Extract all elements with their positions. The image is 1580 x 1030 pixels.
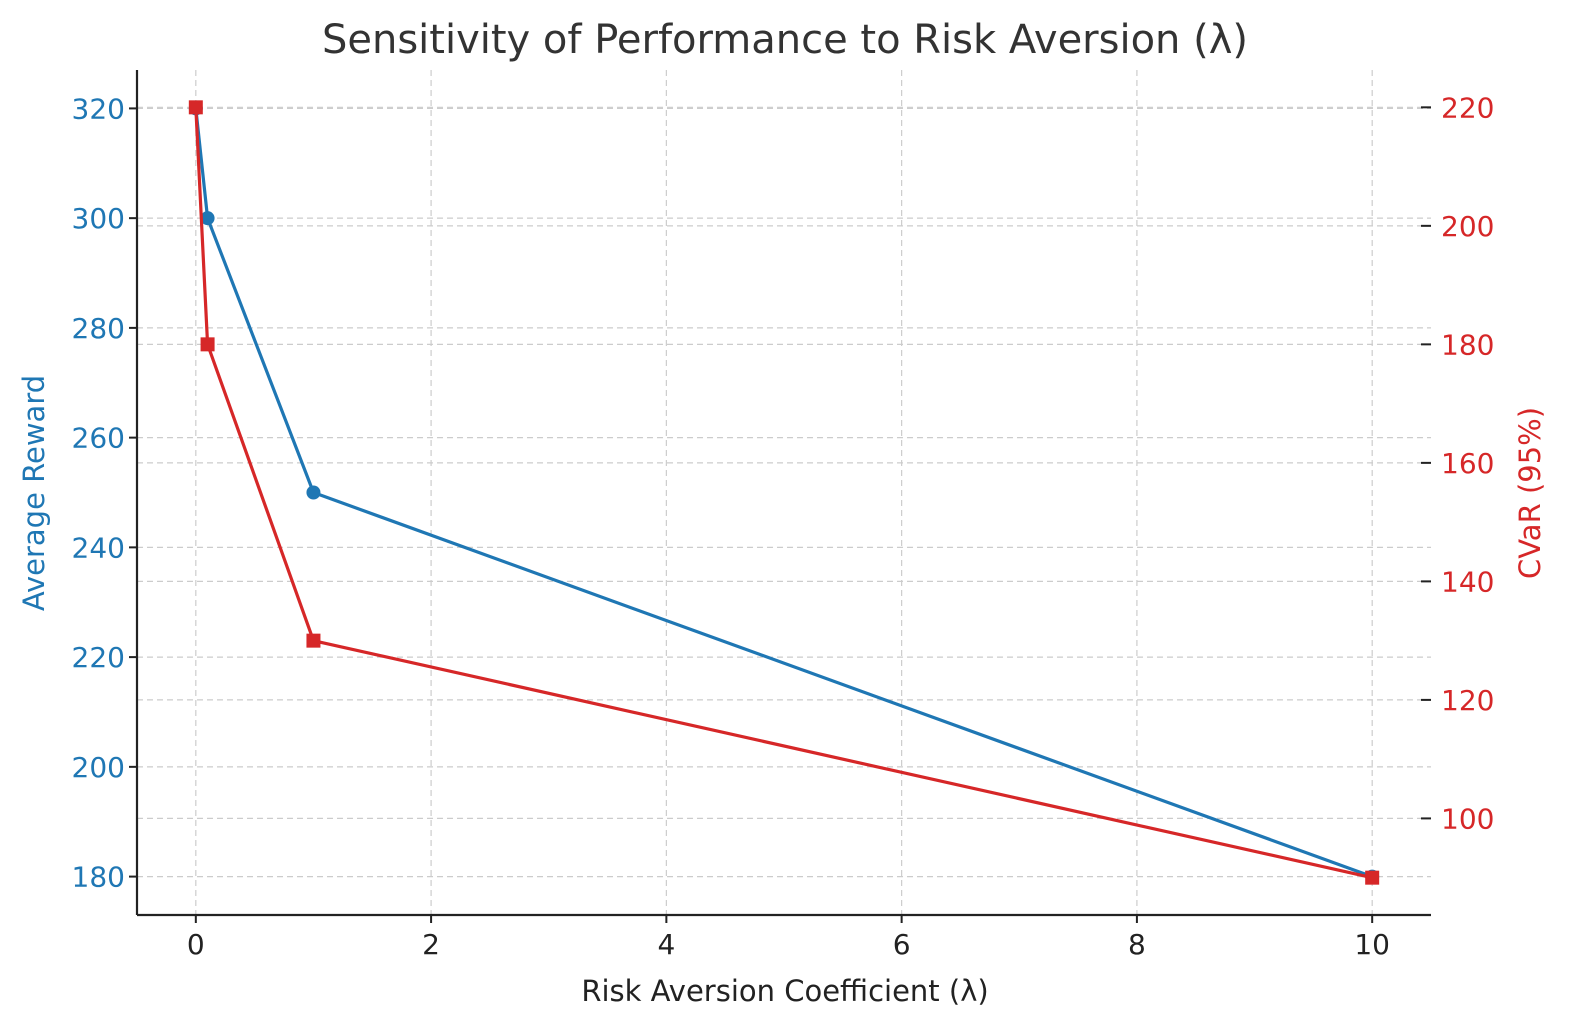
cvar-point (306, 633, 321, 648)
x-tick-label: 8 (1128, 928, 1146, 961)
x-tick-label: 10 (1354, 928, 1390, 961)
y-left-tick-label: 200 (72, 751, 125, 784)
average-reward-line (194, 108, 1373, 879)
y-left-tick-label: 300 (72, 202, 125, 235)
cvar-line (194, 107, 1373, 880)
average-reward-point (306, 485, 321, 500)
cvar-point (200, 337, 215, 352)
x-tick-label: 2 (422, 928, 440, 961)
y-right-axis-label: CVaR (95%) (1513, 407, 1547, 579)
axes: 0 2 4 6 8 10 180 200 220 240 260 280 300 320 100 120 140… (72, 70, 1494, 961)
y-right-tick-label: 100 (1441, 802, 1494, 835)
average-reward-point (200, 211, 215, 226)
y-right-tick-label: 200 (1441, 210, 1494, 243)
y-left-tick-label: 260 (72, 422, 125, 455)
y-right-tick-label: 160 (1441, 447, 1494, 480)
x-tick-label: 6 (893, 928, 911, 961)
x-axis-label: Risk Aversion Coefficient (λ) (581, 974, 988, 1008)
cvar-point (1365, 870, 1380, 885)
y-right-tick-label: 140 (1441, 565, 1494, 598)
y-left-tick-label: 320 (72, 92, 125, 125)
y-right-tick-label: 120 (1441, 684, 1494, 717)
series-layer (188, 100, 1380, 885)
x-tick-label: 4 (657, 928, 675, 961)
chart-title: Sensitivity of Performance to Risk Avers… (322, 17, 1248, 63)
y-left-tick-label: 240 (72, 531, 125, 564)
y-left-tick-label: 180 (72, 861, 125, 894)
y-right-tick-label: 180 (1441, 328, 1494, 361)
cvar-point (188, 100, 203, 115)
y-right-tick-label: 220 (1441, 91, 1494, 124)
y-left-axis-label: Average Reward (17, 375, 51, 611)
y-left-tick-label: 280 (72, 312, 125, 345)
grid (137, 70, 1431, 915)
x-tick-label: 0 (187, 928, 205, 961)
y-left-tick-label: 220 (72, 641, 125, 674)
